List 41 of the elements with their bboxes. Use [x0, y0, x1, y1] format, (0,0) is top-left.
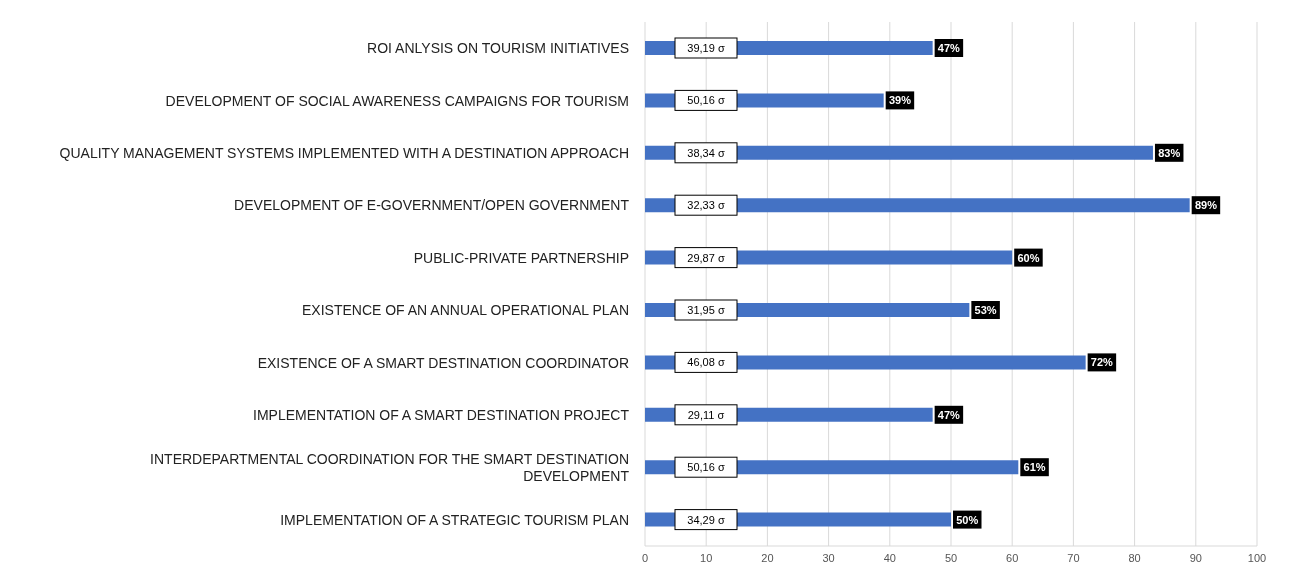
x-tick-label: 20: [761, 551, 774, 564]
y-tick-label: QUALITY MANAGEMENT SYSTEMS IMPLEMENTED WITH A DESTINATION APPROACH: [59, 145, 629, 161]
annotation: 50,16 σ: [687, 461, 725, 474]
y-tick-label: EXISTENCE OF A SMART DESTINATION COORDINATOR: [257, 354, 629, 371]
annotation: 34,29 σ: [687, 513, 725, 526]
annotation: 29,87 σ: [687, 251, 725, 264]
annotation: 50,16 σ: [687, 94, 725, 107]
annotation: 29,11 σ: [687, 408, 725, 421]
data-label: 47%: [937, 42, 961, 54]
data-label: 60%: [1017, 251, 1040, 264]
x-tick-label: 60: [1006, 551, 1019, 564]
data-label: 50%: [956, 513, 979, 526]
data-label: 89%: [1194, 199, 1218, 212]
y-tick-label: EXISTENCE OF AN ANNUAL OPERATIONAL PLAN: [301, 302, 629, 319]
x-tick-label: 70: [1067, 551, 1080, 564]
x-tick-label: 90: [1189, 551, 1202, 564]
annotation: 46,08 σ: [687, 356, 725, 369]
y-tick-label: DEVELOPMENT OF SOCIAL AWARENESS CAMPAIGNS FOR TOURISM: [165, 92, 629, 109]
data-label: 47%: [937, 408, 961, 421]
annotation: 32,33 σ: [687, 199, 725, 212]
data-label: 53%: [974, 304, 997, 316]
y-tick-label: IMPLEMENTATION OF A SMART DESTINATION PROJECT: [253, 407, 630, 423]
y-tick-label: ROI ANLYSIS ON TOURISM INITIATIVES: [367, 40, 629, 57]
data-label: 83%: [1158, 146, 1181, 159]
data-label: 61%: [1023, 461, 1046, 474]
x-tick-label: 0: [641, 551, 649, 564]
annotation: 38,34 σ: [687, 146, 725, 159]
x-tick-label: 10: [700, 551, 713, 564]
x-tick-label: 50: [944, 551, 958, 564]
data-label: 72%: [1090, 356, 1114, 369]
data-label: 39%: [888, 94, 912, 107]
x-tick-label: 30: [822, 551, 835, 564]
y-tick-label: IMPLEMENTATION OF A STRATEGIC TOURISM PLAN: [280, 511, 629, 528]
y-tick-label: DEVELOPMENT OF E-GOVERNMENT/OPEN GOVERNMENT: [234, 197, 630, 214]
x-tick-label: 100: [1247, 551, 1267, 564]
y-tick-label: INTERDEPARTMENTAL COORDINATION FOR THE SMART DESTINATION DEVELOPMENT: [150, 450, 630, 484]
x-tick-label: 40: [883, 551, 896, 564]
x-tick-label: 80: [1128, 551, 1141, 564]
annotation: 39,19 σ: [687, 42, 725, 54]
y-tick-label: PUBLIC-PRIVATE PARTNERSHIP: [413, 249, 629, 266]
annotation: 31,95 σ: [687, 304, 725, 316]
